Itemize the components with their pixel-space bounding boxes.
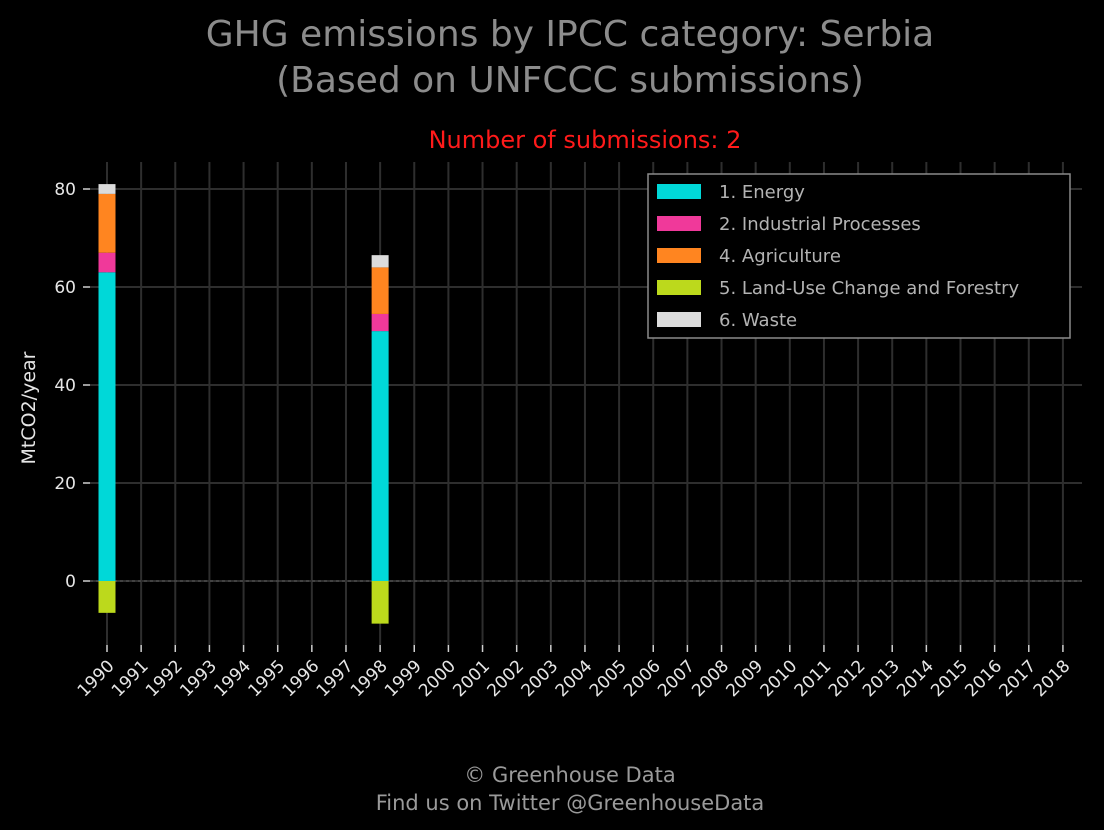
legend-label: 1. Energy — [719, 182, 805, 203]
x-tick-label: 2011 — [791, 656, 836, 701]
x-tick-label: 2008 — [688, 656, 733, 701]
legend: 1. Energy 2. Industrial Processes 4. Agric… — [647, 173, 1071, 339]
x-tick-label: 1995 — [245, 656, 290, 701]
bar-segment — [98, 193, 116, 253]
x-tick-label: 2014 — [893, 656, 938, 701]
x-tick-label: 1991 — [108, 656, 153, 701]
x-tick-label: 2017 — [996, 656, 1041, 701]
x-tick-label: 1990 — [74, 656, 119, 701]
legend-label: 4. Agriculture — [719, 246, 841, 267]
bar-segment — [98, 272, 116, 581]
chart-subtitle: Number of submissions: 2 — [429, 126, 742, 154]
legend-box — [647, 173, 1071, 339]
x-tick-label: 1994 — [210, 656, 255, 701]
bar-segment — [371, 267, 389, 314]
bar-segment — [371, 331, 389, 581]
x-tick-label: 2007 — [654, 656, 699, 701]
y-tick-label: 0 — [65, 572, 76, 592]
x-tick-label: 2004 — [552, 656, 597, 701]
x-tick-label: 2001 — [449, 656, 494, 701]
x-tick-label: 2006 — [620, 656, 665, 701]
x-tick-label: 2003 — [518, 656, 563, 701]
bar-segment — [98, 252, 116, 273]
bar-segment — [98, 581, 116, 613]
x-tick-label: 2002 — [483, 656, 528, 701]
x-tick-label: 1998 — [347, 656, 392, 701]
chart-title-line1: GHG emissions by IPCC category: Serbia — [206, 14, 935, 55]
x-tick-label: 2012 — [825, 656, 870, 701]
x-tick-label: 2005 — [586, 656, 631, 701]
legend-label: 6. Waste — [719, 310, 797, 331]
bar-segment — [371, 581, 389, 624]
bars — [98, 184, 389, 624]
x-tick-label: 2010 — [757, 656, 802, 701]
x-tick-label: 1996 — [279, 656, 324, 701]
legend-label: 5. Land-Use Change and Forestry — [719, 278, 1019, 299]
x-tick-label: 1999 — [381, 656, 426, 701]
footer-twitter: Find us on Twitter @GreenhouseData — [376, 791, 765, 815]
x-tick-label: 2009 — [722, 656, 767, 701]
x-tick-label: 2000 — [415, 656, 460, 701]
chart-title-line2: (Based on UNFCCC submissions) — [276, 60, 864, 101]
legend-swatch — [657, 248, 701, 263]
bar-segment — [371, 255, 389, 268]
x-tick-label: 2016 — [961, 656, 1006, 701]
legend-label: 2. Industrial Processes — [719, 214, 921, 235]
y-tick-label: 20 — [54, 474, 76, 494]
grid — [90, 162, 1082, 645]
legend-swatch — [657, 280, 701, 295]
x-tick-label: 2013 — [859, 656, 904, 701]
bar-segment — [371, 313, 389, 332]
legend-swatch — [657, 184, 701, 199]
legend-swatch — [657, 216, 701, 231]
bar-segment — [98, 184, 116, 194]
y-tick-label: 80 — [54, 180, 76, 200]
x-tick-label: 1992 — [142, 656, 187, 701]
y-tick-label: 60 — [54, 278, 76, 298]
x-tick-label: 1993 — [176, 656, 221, 701]
y-axis-label: MtCO2/year — [18, 351, 40, 464]
y-tick-label: 40 — [54, 376, 76, 396]
x-tick-label: 2018 — [1030, 656, 1075, 701]
legend-swatch — [657, 312, 701, 327]
footer-copyright: © Greenhouse Data — [464, 763, 675, 787]
x-tick-label: 2015 — [927, 656, 972, 701]
x-tick-label: 1997 — [313, 656, 358, 701]
